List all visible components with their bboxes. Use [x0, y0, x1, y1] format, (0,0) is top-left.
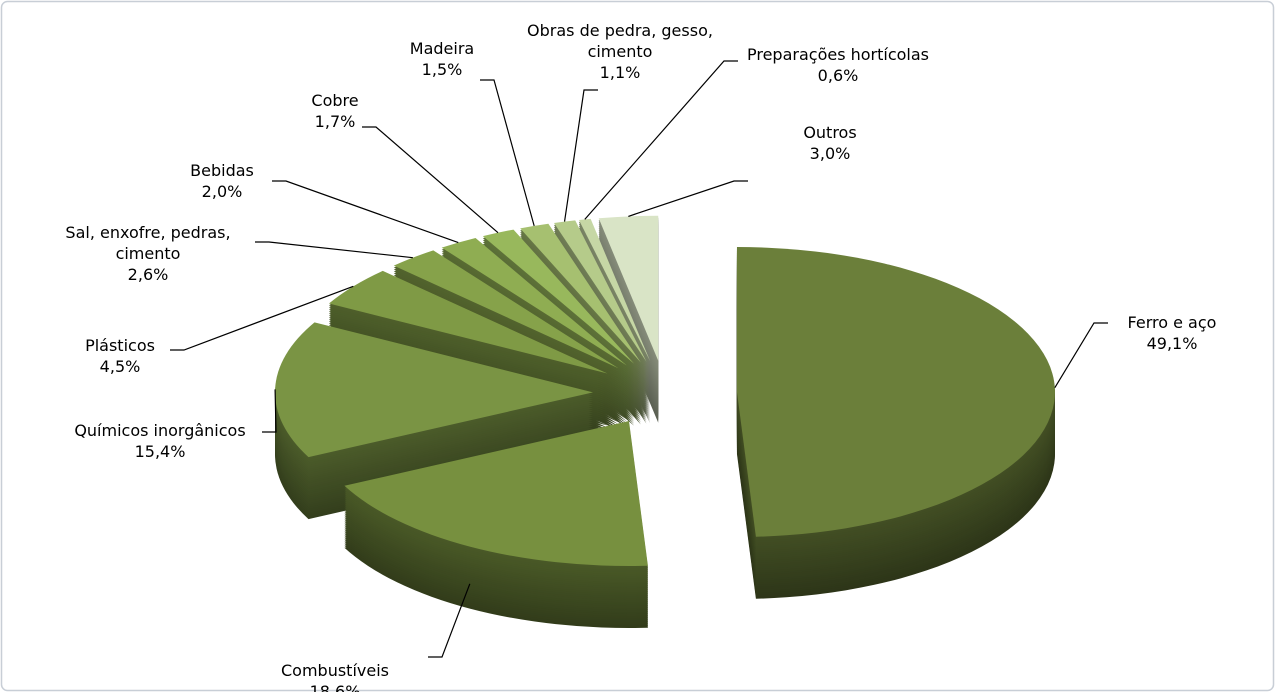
value-label: 2,0%	[201, 182, 243, 201]
value-label: 3,0%	[809, 144, 851, 163]
slice	[553, 220, 647, 362]
leader-line	[362, 126, 499, 234]
slice-group	[736, 247, 1055, 599]
slice	[482, 229, 635, 364]
leader-line	[428, 583, 471, 658]
slice	[441, 237, 627, 366]
leader-line	[584, 60, 738, 220]
value-label: 15,4%	[134, 442, 186, 461]
leader-line	[628, 180, 748, 217]
data-label: Ferro e aço 49,1%	[1052, 312, 1275, 354]
data-label: Combustíveis 18,6%	[215, 660, 455, 692]
data-label: Cobre 1,7%	[215, 90, 455, 132]
category-label: Sal, enxofre, pedras, cimento	[65, 223, 231, 263]
slice-side	[553, 226, 647, 368]
category-label: Obras de pedra, gesso, cimento	[527, 21, 713, 61]
leader-line	[255, 241, 413, 259]
value-label: 1,1%	[599, 63, 641, 82]
value-label: 0,6%	[817, 66, 859, 85]
data-label: Outros 3,0%	[710, 122, 950, 164]
data-label: Preparações hortícolas 0,6%	[718, 44, 958, 86]
slice-side	[578, 226, 651, 370]
category-label: Combustíveis	[281, 661, 389, 680]
slice	[578, 218, 651, 362]
leader-line	[272, 180, 459, 244]
data-label: Madeira 1,5%	[322, 38, 562, 80]
data-label: Bebidas 2,0%	[102, 160, 342, 202]
category-label: Cobre	[311, 91, 359, 110]
category-label: Químicos inorgânicos	[74, 421, 246, 440]
slice	[328, 270, 608, 374]
leader-line	[480, 79, 535, 227]
leader-line	[262, 389, 277, 433]
category-label: Madeira	[409, 39, 475, 58]
category-label: Plásticos	[85, 336, 155, 355]
value-label: 1,5%	[421, 60, 463, 79]
value-label: 18,6%	[309, 682, 361, 692]
slice-side	[578, 220, 651, 364]
value-label: 1,7%	[314, 112, 356, 131]
slice-group	[344, 421, 648, 629]
slice-side	[553, 228, 647, 370]
category-label: Preparações hortícolas	[746, 45, 930, 64]
category-label: Outros	[803, 123, 857, 142]
slice	[275, 322, 594, 458]
value-label: 4,5%	[99, 357, 141, 376]
slice	[393, 250, 619, 369]
slice-side	[553, 222, 647, 364]
slice	[520, 223, 641, 363]
data-label: Sal, enxofre, pedras, cimento 2,6%	[43, 222, 253, 285]
slice	[598, 215, 659, 361]
leader-line	[563, 89, 598, 222]
value-label: 2,6%	[127, 265, 169, 284]
value-label: 49,1%	[1146, 334, 1198, 353]
slice-group	[275, 322, 594, 520]
slice	[736, 247, 1055, 537]
data-label: Químicos inorgânicos 15,4%	[40, 420, 280, 462]
category-label: Ferro e aço	[1127, 313, 1217, 332]
slice	[344, 421, 648, 567]
leader-line	[170, 285, 354, 351]
category-label: Bebidas	[190, 161, 254, 180]
slice-side	[578, 222, 651, 366]
slice-side	[553, 224, 647, 366]
data-label: Obras de pedra, gesso, cimento 1,1%	[515, 20, 725, 83]
slice-side	[578, 224, 651, 368]
data-label: Plásticos 4,5%	[0, 335, 240, 377]
leader-line	[1054, 322, 1108, 389]
